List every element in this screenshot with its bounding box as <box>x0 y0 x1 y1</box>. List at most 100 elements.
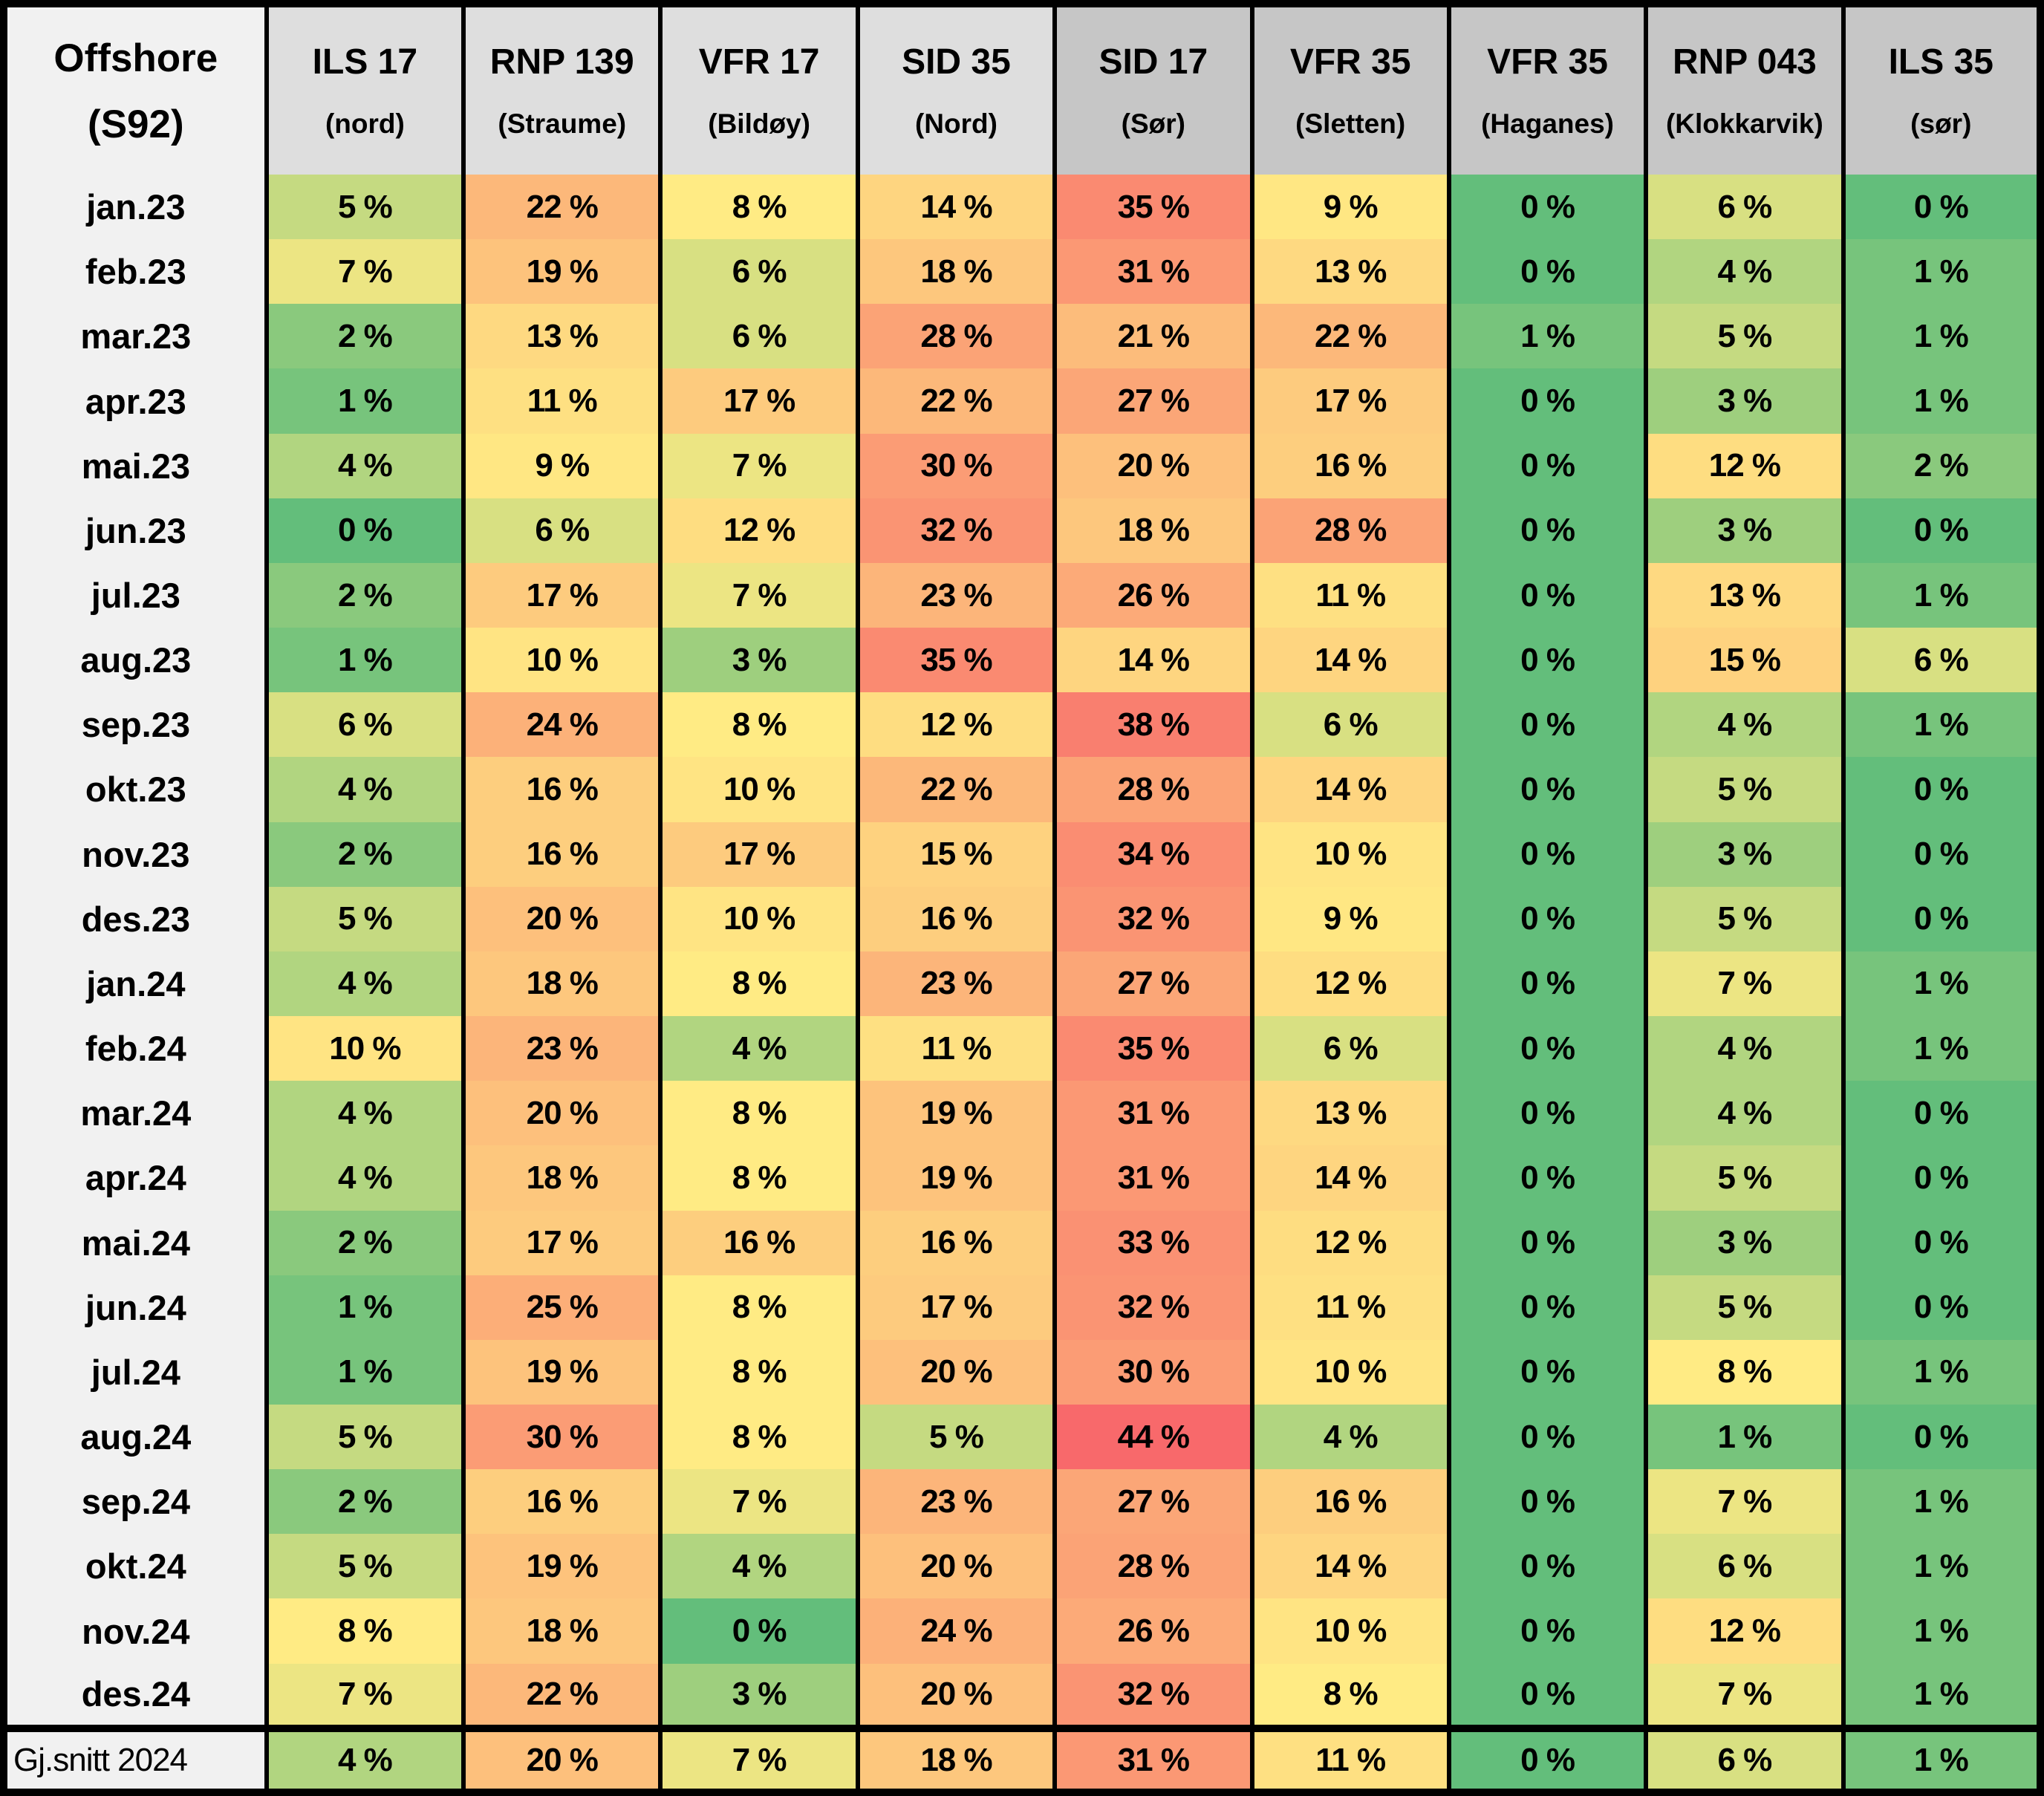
value-cell: 16 % <box>1249 433 1451 498</box>
value-cell: 0 % <box>1840 821 2043 887</box>
value-cell: 4 % <box>1644 692 1846 758</box>
value-cell: 6 % <box>658 304 860 369</box>
row-label: aug.23 <box>1 628 269 693</box>
value-cell: 33 % <box>1052 1210 1254 1275</box>
value-cell: 12 % <box>658 498 860 563</box>
value-cell: 27 % <box>1052 1469 1254 1535</box>
value-cell: 2 % <box>264 821 466 887</box>
value-cell: 1 % <box>1840 1534 2043 1599</box>
value-cell: 5 % <box>1644 757 1846 822</box>
row-label: okt.23 <box>1 757 269 822</box>
value-cell: 1 % <box>1840 368 2043 434</box>
column-header-sid-17: SID 17 (Sør) <box>1052 4 1254 175</box>
value-cell: 0 % <box>1446 1534 1649 1599</box>
value-cell: 6 % <box>658 239 860 305</box>
procedure-code: RNP 139 <box>489 42 634 82</box>
table-row: mar.24 4 % 20 % 8 % 19 % 31 % 13 % 0 % 4 % 0 % <box>1 1081 2043 1146</box>
value-cell: 26 % <box>1052 562 1254 628</box>
value-cell: 31 % <box>1052 239 1254 305</box>
value-cell: 2 % <box>264 304 466 369</box>
value-cell: 32 % <box>855 498 1058 563</box>
value-cell: 4 % <box>1644 239 1846 305</box>
column-header-ils-17: ILS 17 (nord) <box>264 4 466 175</box>
value-cell: 4 % <box>658 1016 860 1081</box>
value-cell: 32 % <box>1052 886 1254 951</box>
value-cell: 11 % <box>855 1016 1058 1081</box>
row-label: nov.23 <box>1 821 269 887</box>
table-row: apr.23 1 % 11 % 17 % 22 % 27 % 17 % 0 % 3 % 1 % <box>1 368 2043 434</box>
value-cell: 22 % <box>855 368 1058 434</box>
value-cell: 0 % <box>1446 1210 1649 1275</box>
value-cell: 19 % <box>461 1534 663 1599</box>
value-cell: 31 % <box>1052 1081 1254 1146</box>
value-cell: 2 % <box>264 1210 466 1275</box>
value-cell: 4 % <box>264 1145 466 1211</box>
value-cell: 0 % <box>1840 1404 2043 1470</box>
value-cell: 4 % <box>658 1534 860 1599</box>
value-cell: 0 % <box>1446 1339 1649 1405</box>
row-label: sep.23 <box>1 692 269 758</box>
summary-value-cell: 7 % <box>658 1725 860 1792</box>
value-cell: 8 % <box>264 1598 466 1664</box>
value-cell: 9 % <box>1249 886 1451 951</box>
value-cell: 6 % <box>264 692 466 758</box>
value-cell: 10 % <box>658 886 860 951</box>
table-row: mai.23 4 % 9 % 7 % 30 % 20 % 16 % 0 % 12 % 2 % <box>1 433 2043 498</box>
value-cell: 8 % <box>1644 1339 1846 1405</box>
value-cell: 7 % <box>658 562 860 628</box>
value-cell: 2 % <box>264 562 466 628</box>
table-row: jun.24 1 % 25 % 8 % 17 % 32 % 11 % 0 % 5 % 0 % <box>1 1275 2043 1340</box>
value-cell: 14 % <box>1249 1534 1451 1599</box>
procedure-code: RNP 043 <box>1672 42 1817 82</box>
summary-value-cell: 6 % <box>1644 1725 1846 1792</box>
value-cell: 12 % <box>855 692 1058 758</box>
value-cell: 17 % <box>1249 368 1451 434</box>
row-label: mai.23 <box>1 433 269 498</box>
value-cell: 4 % <box>1249 1404 1451 1470</box>
value-cell: 14 % <box>855 175 1058 240</box>
row-label: feb.23 <box>1 239 269 305</box>
value-cell: 6 % <box>1249 1016 1451 1081</box>
value-cell: 1 % <box>1840 1339 2043 1405</box>
value-cell: 6 % <box>1249 692 1451 758</box>
value-cell: 0 % <box>1446 1404 1649 1470</box>
procedure-place: (Sletten) <box>1295 108 1406 139</box>
value-cell: 12 % <box>1644 433 1846 498</box>
value-cell: 17 % <box>658 821 860 887</box>
value-cell: 0 % <box>1446 1469 1649 1535</box>
value-cell: 9 % <box>461 433 663 498</box>
row-label: nov.24 <box>1 1598 269 1664</box>
value-cell: 0 % <box>1446 368 1649 434</box>
value-cell: 27 % <box>1052 951 1254 1017</box>
value-cell: 0 % <box>264 498 466 563</box>
value-cell: 20 % <box>855 1339 1058 1405</box>
value-cell: 1 % <box>1840 1016 2043 1081</box>
summary-value-cell: 18 % <box>855 1725 1058 1792</box>
row-label: apr.24 <box>1 1145 269 1211</box>
row-label: apr.23 <box>1 368 269 434</box>
summary-value-cell: 31 % <box>1052 1725 1254 1792</box>
table-row: okt.23 4 % 16 % 10 % 22 % 28 % 14 % 0 % 5 % 0 % <box>1 757 2043 822</box>
value-cell: 10 % <box>461 628 663 693</box>
value-cell: 23 % <box>461 1016 663 1081</box>
value-cell: 10 % <box>658 757 860 822</box>
row-label: sep.24 <box>1 1469 269 1535</box>
table-row: des.23 5 % 20 % 10 % 16 % 32 % 9 % 0 % 5 % 0 % <box>1 886 2043 951</box>
table-row: jun.23 0 % 6 % 12 % 32 % 18 % 28 % 0 % 3 % 0 % <box>1 498 2043 563</box>
value-cell: 30 % <box>855 433 1058 498</box>
value-cell: 8 % <box>658 1145 860 1211</box>
table-row: des.24 7 % 22 % 3 % 20 % 32 % 8 % 0 % 7 % 1 % <box>1 1663 2043 1728</box>
value-cell: 15 % <box>855 821 1058 887</box>
row-label: jun.23 <box>1 498 269 563</box>
value-cell: 6 % <box>1840 628 2043 693</box>
value-cell: 5 % <box>264 175 466 240</box>
procedure-code: ILS 17 <box>312 42 418 82</box>
value-cell: 8 % <box>658 1404 860 1470</box>
value-cell: 30 % <box>1052 1339 1254 1405</box>
table-row: jul.23 2 % 17 % 7 % 23 % 26 % 11 % 0 % 13 % 1 % <box>1 562 2043 628</box>
value-cell: 13 % <box>461 304 663 369</box>
value-cell: 5 % <box>264 1534 466 1599</box>
corner-subtitle: (S92) <box>88 102 184 146</box>
value-cell: 5 % <box>1644 1275 1846 1340</box>
